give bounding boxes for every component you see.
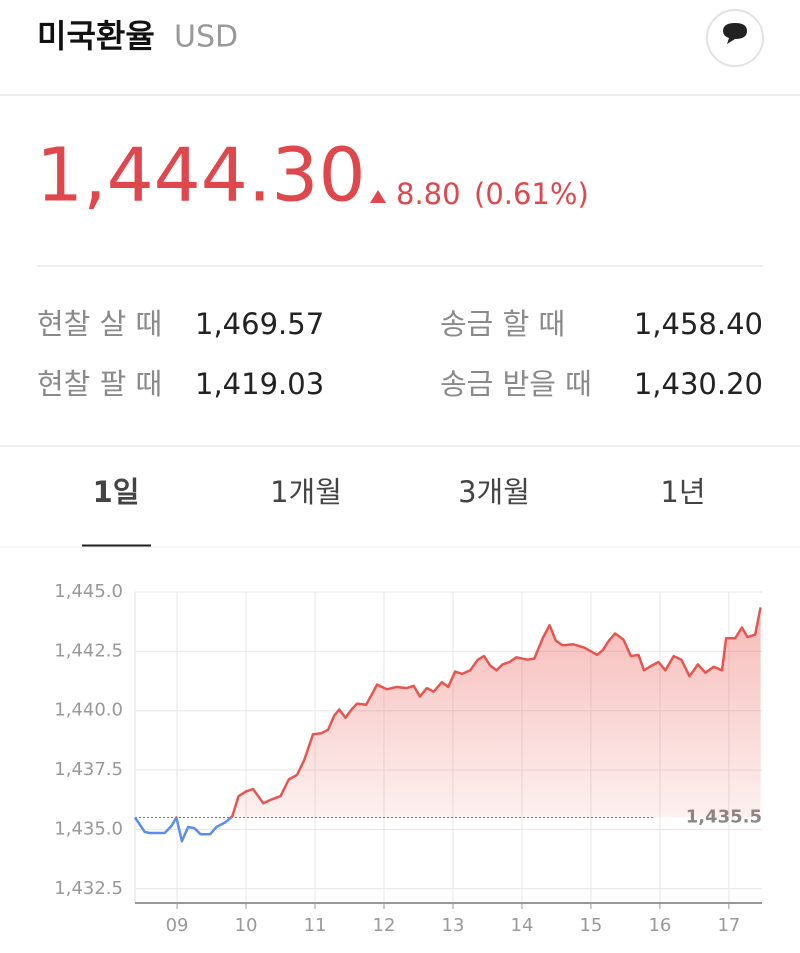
- price: 1,444.30: [36, 133, 366, 219]
- y-tick-label: 1,440.0: [54, 700, 123, 721]
- x-tick-label: 14: [511, 915, 534, 936]
- rate-value: 1,469.57: [195, 307, 324, 341]
- y-tick-label: 1,442.5: [54, 640, 123, 661]
- x-tick-label: 16: [648, 915, 671, 936]
- x-tick-label: 13: [442, 915, 465, 936]
- rate-label: 송금 할 때: [440, 307, 565, 341]
- tab[interactable]: 3개월: [458, 475, 530, 509]
- change: 8.80: [396, 177, 461, 211]
- rate-label: 현찰 팔 때: [37, 367, 162, 401]
- x-tick-label: 17: [717, 915, 740, 936]
- x-tick-label: 09: [166, 915, 189, 936]
- area: [135, 607, 761, 818]
- x-tick-label: 11: [304, 915, 327, 936]
- title: 미국환율: [37, 17, 155, 55]
- x-tick-label: 10: [235, 915, 258, 936]
- rate-label: 송금 받을 때: [440, 367, 592, 401]
- line: [133, 607, 762, 843]
- change-percent: (0.61%): [474, 177, 589, 211]
- rate-value: 1,419.03: [195, 367, 324, 401]
- x-tick-label: 15: [579, 915, 602, 936]
- tab[interactable]: 1개월: [270, 475, 342, 509]
- comment-icon: [723, 23, 747, 44]
- up-arrow: [370, 190, 386, 203]
- rate-value: 1,458.40: [634, 307, 763, 341]
- rate-label: 현찰 살 때: [37, 307, 162, 341]
- x-tick-label: 12: [373, 915, 396, 936]
- y-tick-label: 1,435.0: [54, 818, 123, 839]
- y-tick-label: 1,432.5: [54, 878, 123, 899]
- comment-button[interactable]: [706, 9, 764, 67]
- tab[interactable]: 1년: [660, 475, 705, 509]
- rate-value: 1,430.20: [634, 367, 763, 401]
- tab[interactable]: 1일: [93, 475, 140, 509]
- y-tick-label: 1,437.5: [54, 759, 123, 780]
- y-tick-label: 1,445.0: [54, 581, 123, 602]
- currency: USD: [174, 20, 238, 55]
